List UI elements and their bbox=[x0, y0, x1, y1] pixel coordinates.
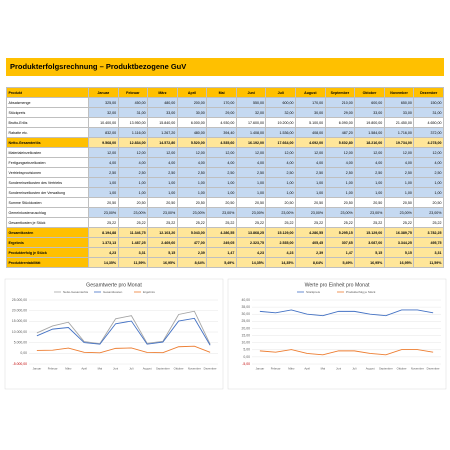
legend-label: Stückpreis bbox=[306, 290, 321, 294]
data-line bbox=[36, 345, 211, 354]
chart-title: Gesamtwerte pro Monat bbox=[86, 282, 142, 288]
x-tick-label: Juli bbox=[129, 367, 134, 371]
y-tick-label: 15,00 bbox=[242, 333, 251, 337]
table-row: Stückpreis 32,00 31,00 33,00 30,00 29,00 32,00… bbox=[6, 107, 444, 118]
y-tick-label: -5.000,00 bbox=[13, 362, 27, 366]
x-tick-label: August bbox=[366, 367, 375, 371]
data-line bbox=[259, 349, 434, 356]
y-tick-label: 25.000,00 bbox=[12, 298, 27, 302]
y-tick-label: 20.000,00 bbox=[12, 309, 27, 313]
x-tick-label: Juni bbox=[113, 367, 119, 371]
row-label: Produktrentabilität bbox=[6, 257, 89, 268]
x-tick-label: Oktober bbox=[174, 367, 184, 371]
legend-label: Produkterfolg je Stück bbox=[346, 290, 376, 294]
x-tick-label: November bbox=[411, 367, 424, 371]
chart-frame bbox=[4, 278, 224, 390]
y-tick-label: -5,00 bbox=[242, 362, 250, 366]
x-tick-label: Januar bbox=[33, 367, 42, 371]
chart-title: Werte pro Einheit pro Monat bbox=[305, 282, 370, 288]
table-row: Netto-Gesamterlös 9.568,00 12.834,00 14.572… bbox=[6, 137, 444, 148]
data-line bbox=[36, 317, 211, 346]
data-line bbox=[259, 309, 434, 317]
y-tick-label: 5.000,00 bbox=[14, 341, 27, 345]
x-tick-label: Februar bbox=[271, 367, 281, 371]
table-row: Brutto-Erlös 10.400,00 13.950,00 15.840,00 6… bbox=[6, 117, 444, 128]
table-row: Produkterfolg je Stück 4,23 3,31 5,15 2,39 1,… bbox=[6, 247, 444, 258]
x-tick-label: Dezember bbox=[204, 367, 217, 371]
y-tick-label: 30,00 bbox=[242, 312, 251, 316]
y-tick-label: 20,00 bbox=[242, 326, 251, 330]
y-tick-label: 35,00 bbox=[242, 305, 251, 309]
y-tick-label: 10,00 bbox=[242, 341, 251, 345]
x-tick-label: Oktober bbox=[397, 367, 407, 371]
legend-label: Ergebnis bbox=[143, 290, 155, 294]
x-tick-label: Juni bbox=[336, 367, 342, 371]
x-tick-label: September bbox=[156, 367, 170, 371]
table-row: Produktrentabilität 14,35% 11,59% 16,95% 8,6… bbox=[6, 257, 444, 268]
table-body: Produkt Januar Februar März April Mai Juni Juli… bbox=[6, 87, 444, 268]
x-tick-label: November bbox=[188, 367, 201, 371]
y-tick-label: 0,00 bbox=[243, 355, 250, 359]
x-tick-label: Januar bbox=[256, 367, 265, 371]
y-tick-label: 40,00 bbox=[242, 298, 251, 302]
sheet-title: Produkterfolgsrechnung – Produktbezogene… bbox=[6, 58, 444, 76]
x-tick-label: April bbox=[304, 367, 310, 371]
x-tick-label: August bbox=[143, 367, 152, 371]
x-tick-label: Dezember bbox=[427, 367, 440, 371]
x-tick-label: März bbox=[288, 367, 295, 371]
x-tick-label: April bbox=[81, 367, 87, 371]
chart-frame bbox=[227, 278, 447, 390]
x-tick-label: September bbox=[379, 367, 393, 371]
table-row: Summe Stückkosten 20,50 20,50 20,50 20,50 20,… bbox=[6, 197, 444, 208]
y-tick-label: 5,00 bbox=[243, 348, 250, 352]
x-tick-label: Mai bbox=[321, 367, 326, 371]
y-tick-label: 10.000,00 bbox=[12, 330, 27, 334]
legend-label: Netto-Gesamterlös bbox=[63, 290, 89, 294]
table-row: Ergebnis 1.373,13 1.487,25 2.469,60 477,00 24… bbox=[6, 237, 444, 248]
y-tick-label: 0,00 bbox=[20, 351, 27, 355]
x-tick-label: Mai bbox=[98, 367, 103, 371]
data-line bbox=[36, 310, 211, 345]
x-tick-label: Juli bbox=[352, 367, 357, 371]
legend-label: Gesamtkosten bbox=[103, 290, 123, 294]
table-cell: 11,59% bbox=[413, 257, 444, 268]
x-tick-label: Februar bbox=[48, 367, 58, 371]
x-tick-label: März bbox=[65, 367, 72, 371]
profit-table: Produkt Januar Februar März April Mai Juni Juli… bbox=[6, 87, 444, 268]
y-tick-label: 25,00 bbox=[242, 319, 251, 323]
y-tick-label: 15.000,00 bbox=[12, 319, 27, 323]
